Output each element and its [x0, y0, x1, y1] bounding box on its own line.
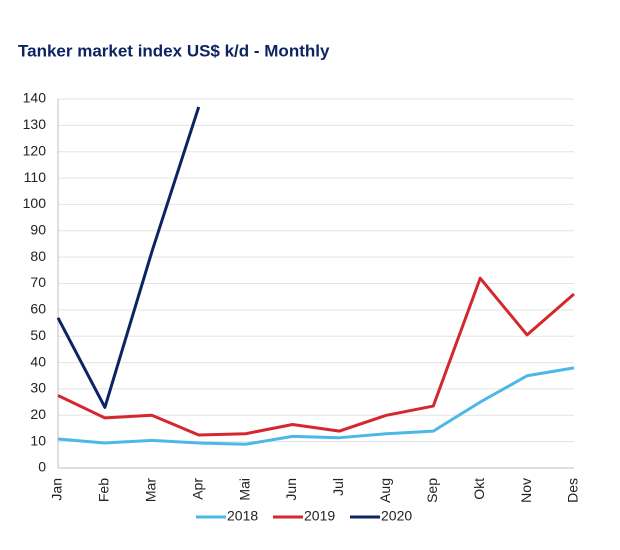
y-tick-label: 40: [30, 353, 46, 369]
y-tick-label: 70: [30, 274, 46, 290]
legend-label: 2018: [227, 508, 258, 524]
y-tick-label: 10: [30, 432, 46, 448]
y-tick-label: 110: [24, 169, 47, 185]
line-series: [57, 276, 575, 437]
x-tick-label: Jul: [330, 478, 346, 496]
x-tick-label: Des: [565, 478, 581, 503]
y-tick-label: 30: [30, 380, 46, 396]
y-tick-label: 0: [38, 459, 46, 475]
x-tick-label: Sep: [424, 478, 440, 503]
legend-label: 2019: [304, 508, 335, 524]
y-tick-label: 140: [23, 90, 47, 106]
y-tick-label: 50: [30, 327, 46, 343]
x-tick-label: Aug: [377, 478, 393, 503]
x-tick-label: Jun: [283, 478, 299, 501]
line-series: [57, 366, 575, 446]
y-tick-label: 100: [23, 195, 47, 211]
y-tick-label: 120: [23, 142, 47, 158]
x-tick-label: Mai: [236, 478, 252, 501]
y-tick-label: 130: [23, 116, 47, 132]
x-tick-label: Feb: [96, 478, 112, 502]
x-tick-label: Mar: [143, 478, 159, 502]
legend-label: 2020: [381, 508, 412, 524]
chart-title: Tanker market index US$ k/d - Monthly: [18, 41, 330, 60]
y-tick-label: 20: [30, 406, 46, 422]
y-tick-label: 60: [30, 301, 46, 317]
line-series: [56, 106, 201, 409]
x-tick-label: Apr: [189, 478, 205, 500]
x-tick-label: Jan: [49, 478, 65, 501]
x-tick-label: Okt: [471, 478, 487, 500]
y-tick-label: 90: [30, 221, 46, 237]
y-tick-label: 80: [30, 248, 46, 264]
x-tick-label: Nov: [518, 478, 534, 503]
